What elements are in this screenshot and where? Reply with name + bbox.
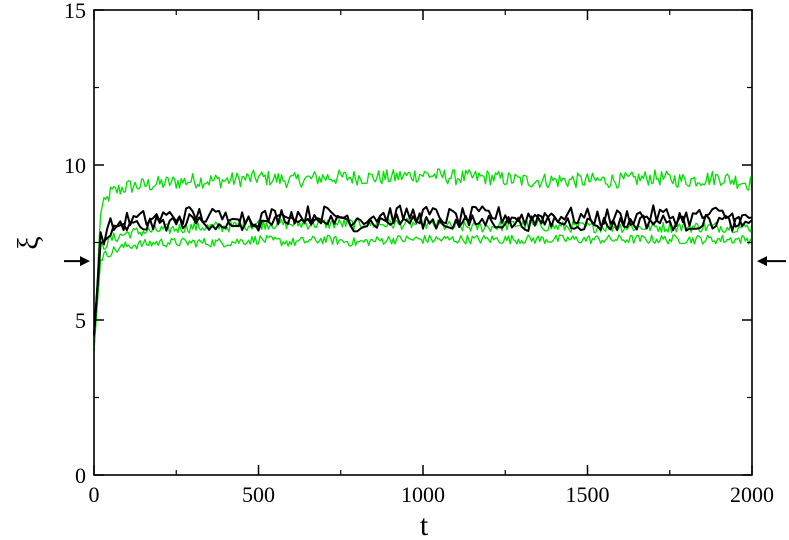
series-line [93,168,753,352]
series-line [93,217,753,352]
x-tick-label: 1500 [566,482,610,507]
series-line [93,234,753,352]
reference-arrows [64,256,786,267]
series-line [93,212,753,336]
right-reference-arrow-head [757,256,767,267]
left-reference-arrow-head [80,256,90,267]
ticks-layer [93,9,753,476]
x-axis-title: t [420,509,429,540]
y-tick-label: 10 [64,153,86,178]
y-tick-label: 0 [75,463,86,488]
labels-layer: 0 500 1000 1500 2000 0 5 10 15 [64,0,774,507]
x-tick-label: 0 [89,482,100,507]
x-tick-label: 2000 [730,482,774,507]
y-tick-label: 15 [64,0,86,23]
y-tick-label: 5 [75,308,86,333]
series-layer [93,168,753,352]
x-tick-label: 500 [242,482,275,507]
y-axis-title: ξ [12,236,45,249]
x-tick-label: 1000 [401,482,445,507]
